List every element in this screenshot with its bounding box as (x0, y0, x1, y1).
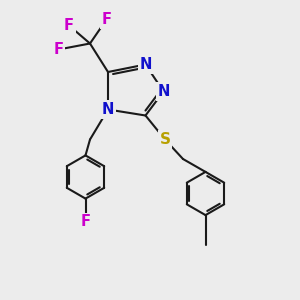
Text: N: N (157, 84, 170, 99)
Text: F: F (53, 42, 64, 57)
Text: F: F (64, 18, 74, 33)
Text: N: N (139, 57, 152, 72)
Text: S: S (160, 132, 170, 147)
Text: F: F (101, 12, 112, 27)
Text: N: N (102, 102, 114, 117)
Text: F: F (80, 214, 91, 230)
